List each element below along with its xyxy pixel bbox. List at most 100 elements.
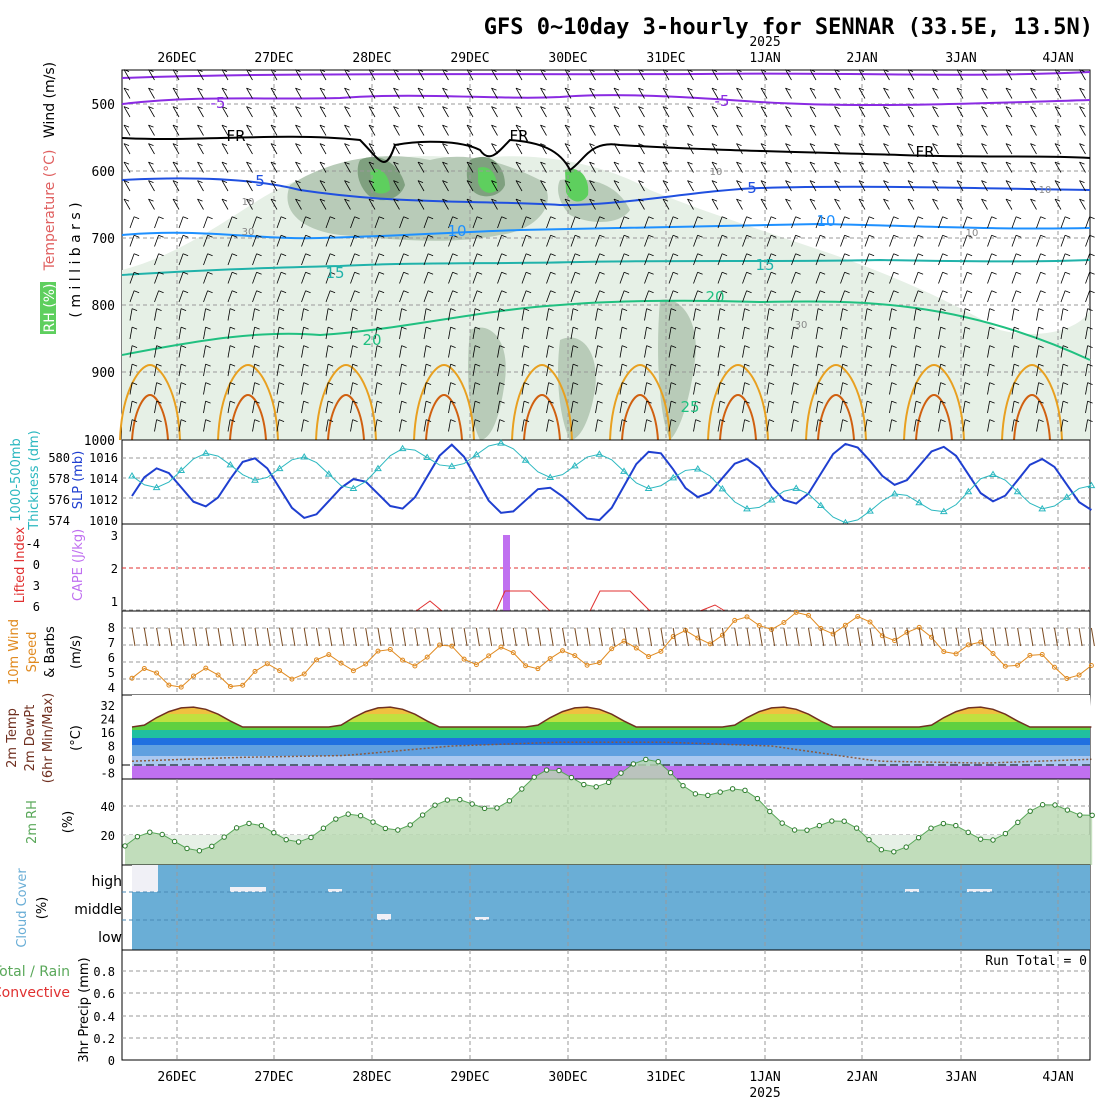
barb xyxy=(515,198,523,210)
barb-flag xyxy=(785,180,791,183)
barb xyxy=(785,69,792,81)
barb xyxy=(913,382,917,395)
barb-flag xyxy=(491,198,497,202)
wind10m-barb xyxy=(488,627,493,647)
barb-flag xyxy=(515,124,522,128)
barb xyxy=(491,161,498,173)
wind-tick-1: 7 xyxy=(108,636,115,650)
barb xyxy=(1011,253,1017,266)
barb-flag xyxy=(148,161,154,165)
barb xyxy=(350,345,353,358)
barb xyxy=(638,106,645,118)
barb xyxy=(252,216,257,229)
barb xyxy=(742,419,745,432)
barb xyxy=(497,327,500,340)
barb xyxy=(987,272,992,284)
wind-marker xyxy=(338,660,344,666)
barb-flag xyxy=(760,106,767,109)
isotherm-25-loop-2 xyxy=(315,363,377,441)
barb-flag xyxy=(523,363,530,367)
barb xyxy=(619,364,623,377)
rh-marker xyxy=(357,813,364,819)
barb xyxy=(540,198,547,210)
barb-flag xyxy=(442,69,448,72)
barb-flag xyxy=(907,69,914,72)
barb xyxy=(717,419,721,432)
barb xyxy=(154,272,159,284)
barb xyxy=(515,87,523,99)
wind-marker xyxy=(879,633,885,639)
rh-marker xyxy=(171,838,178,845)
barb xyxy=(1011,364,1015,377)
barb-flag xyxy=(354,290,360,294)
barb-flag xyxy=(368,198,375,202)
barb-flag xyxy=(256,271,262,275)
barb xyxy=(662,180,670,192)
barb xyxy=(197,87,204,99)
barb xyxy=(301,364,304,377)
barb xyxy=(613,106,621,118)
barb xyxy=(736,161,743,173)
date-label-bottom-9: 4JAN xyxy=(1042,1070,1073,1085)
barb xyxy=(197,198,204,210)
thickness-marker xyxy=(915,498,924,506)
barb xyxy=(448,364,451,377)
barb xyxy=(1011,327,1015,340)
barb-flag xyxy=(719,419,726,423)
barb-flag xyxy=(915,382,922,386)
barb xyxy=(883,143,890,155)
barb-flag xyxy=(1064,253,1071,257)
barb-flag xyxy=(1062,419,1069,423)
barb-flag xyxy=(795,234,801,238)
thickness-marker xyxy=(1038,504,1047,512)
barb-flag xyxy=(303,419,309,423)
barb-flag xyxy=(1054,69,1061,72)
isotherm-15 xyxy=(121,258,1091,276)
wind10m-barb xyxy=(931,627,935,647)
contour-label-0: -5 xyxy=(211,94,226,112)
barb xyxy=(154,253,159,266)
dewpoint-line xyxy=(131,741,1092,764)
barb-flag xyxy=(1005,198,1012,202)
barb-flag xyxy=(964,363,971,367)
barb xyxy=(123,124,131,136)
barb xyxy=(1060,364,1064,377)
slp-grid xyxy=(122,440,1090,524)
barb-flag xyxy=(991,234,997,238)
thickness-marker xyxy=(669,473,678,481)
barb-flag xyxy=(474,382,481,386)
barb-flag xyxy=(1054,106,1061,109)
barb-flag xyxy=(564,87,571,91)
barb-flag xyxy=(131,308,138,312)
barb-flag xyxy=(393,180,399,183)
barb xyxy=(497,345,500,358)
barb xyxy=(497,419,500,432)
barb xyxy=(325,327,329,340)
isotherm-30-loop-0 xyxy=(131,393,169,441)
wind10m-barb xyxy=(967,627,972,647)
barb-flag xyxy=(491,180,497,183)
barb xyxy=(840,419,843,432)
barb-flag xyxy=(844,216,850,220)
barb-flag xyxy=(1054,198,1061,202)
barb-flag xyxy=(303,308,309,312)
barb-flag xyxy=(229,326,236,330)
barb-flag xyxy=(891,400,897,404)
barb xyxy=(742,290,747,303)
barb xyxy=(393,87,400,99)
barb-flag xyxy=(956,143,963,146)
barb-flag xyxy=(550,253,556,257)
barb-flag xyxy=(670,345,677,349)
rh-marker xyxy=(717,789,723,795)
barb-flag xyxy=(319,106,326,109)
barb xyxy=(270,161,278,173)
barb xyxy=(760,87,768,99)
ylabel-rh2m-unit: (%) xyxy=(61,811,76,834)
wind-marker xyxy=(178,684,184,690)
barb xyxy=(148,161,155,173)
barb xyxy=(1054,161,1062,173)
barb xyxy=(589,106,596,118)
rh-marker xyxy=(655,759,661,765)
